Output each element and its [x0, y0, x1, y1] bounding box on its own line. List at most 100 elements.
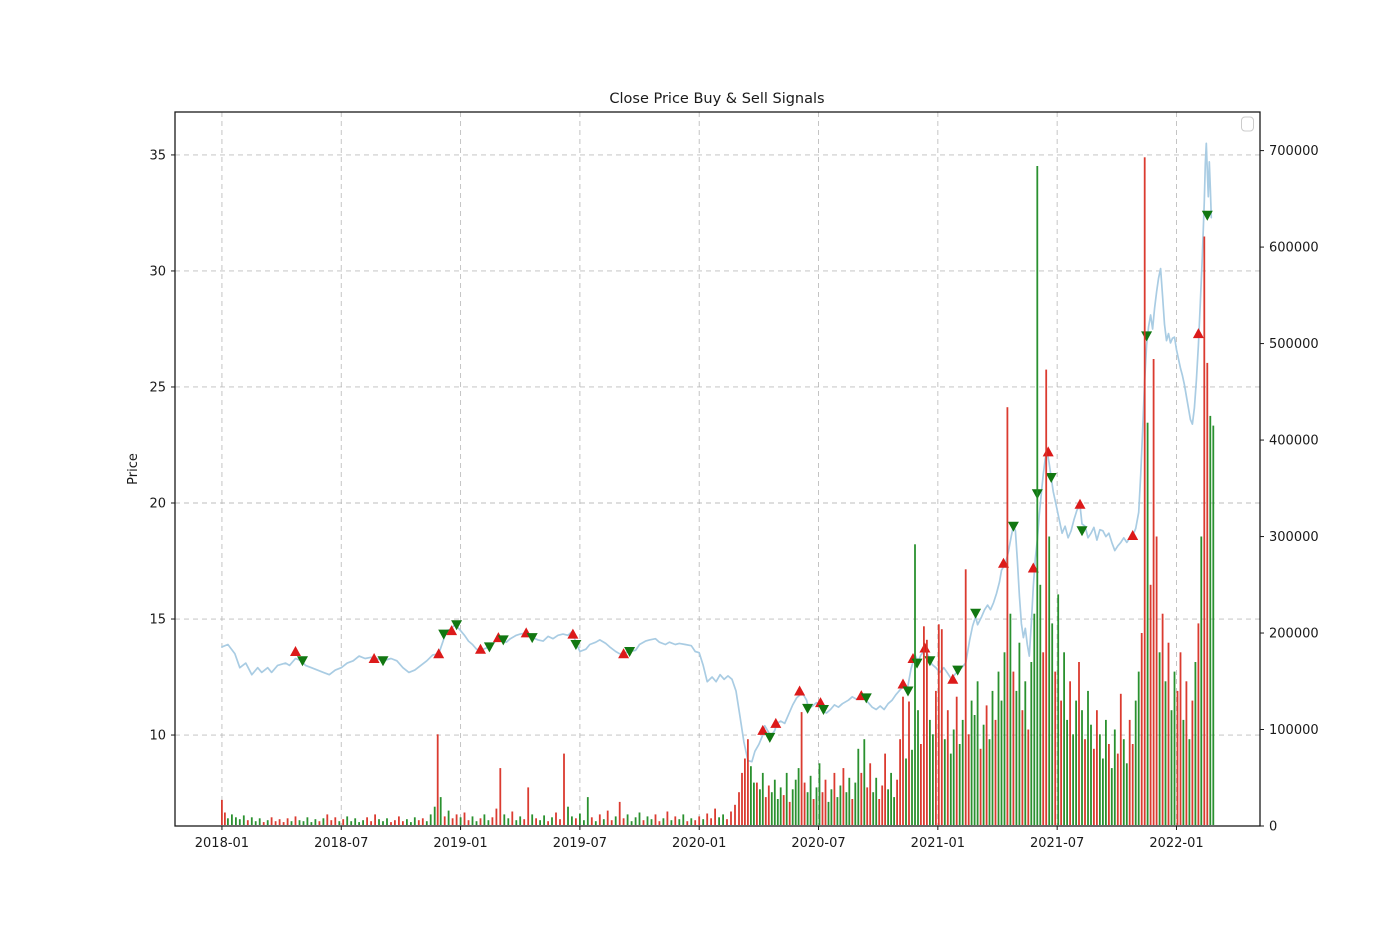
- volume-bar: [920, 744, 922, 825]
- sell-marker: [860, 693, 872, 704]
- volume-bar: [447, 810, 450, 825]
- volume-bar: [658, 821, 661, 825]
- volume-bar: [242, 815, 245, 825]
- volume-bar: [650, 819, 653, 825]
- volume-bar: [1134, 700, 1137, 825]
- sell-marker: [818, 705, 829, 715]
- volume-bar: [833, 772, 836, 825]
- volume-bar: [1194, 662, 1197, 825]
- volume-bar: [266, 820, 269, 825]
- volume-bar: [354, 818, 357, 825]
- volume-bar: [773, 779, 776, 825]
- volume-bar: [535, 818, 537, 825]
- buy-marker: [1027, 562, 1039, 573]
- volume-bar: [386, 818, 388, 825]
- volume-bar: [366, 817, 368, 825]
- volume-bar: [1197, 623, 1200, 825]
- volume-bar: [1027, 729, 1030, 825]
- volume-bar: [1119, 693, 1122, 825]
- volume-bar: [539, 820, 541, 825]
- x-axis-tick-labels: 2018-01 2018-07 2019-01 2019-07 2020-01 2020-…: [195, 836, 1204, 851]
- volume-bar: [744, 758, 746, 825]
- volume-bar: [231, 814, 233, 825]
- volume-bar: [914, 544, 916, 825]
- volume-bar: [567, 806, 569, 825]
- volume-bar: [706, 813, 709, 825]
- volume-bar: [1206, 362, 1209, 825]
- volume-bar: [884, 753, 886, 825]
- volume-bar: [1188, 739, 1191, 825]
- volume-bar: [1182, 719, 1185, 825]
- volume-bar: [890, 772, 892, 825]
- volume-bar: [610, 820, 613, 825]
- volume-bar: [1203, 236, 1206, 825]
- volume-bar: [1146, 422, 1149, 825]
- volume-bar: [718, 817, 720, 825]
- volume-bar: [398, 816, 400, 825]
- volume-bar: [821, 792, 824, 825]
- sell-marker: [377, 656, 389, 667]
- volume-bar: [767, 785, 770, 825]
- volume-bar: [551, 817, 553, 825]
- volume-bar: [527, 787, 530, 825]
- volume-bar: [991, 690, 994, 825]
- volume-bar: [1161, 613, 1164, 825]
- volume-bar: [614, 816, 617, 825]
- volume-bar: [788, 801, 791, 825]
- volume-bar: [1099, 734, 1101, 825]
- volume-bar: [988, 739, 991, 825]
- volume-bar: [262, 822, 265, 825]
- volume-bar: [238, 819, 241, 825]
- volume-bar: [827, 801, 830, 825]
- volume-bar: [563, 753, 565, 825]
- volume-bar: [964, 569, 967, 825]
- volume-bar: [483, 814, 486, 825]
- buy-marker: [1074, 498, 1086, 509]
- volume-bar: [967, 734, 970, 825]
- volume-bar: [575, 818, 577, 825]
- volume-bar: [1054, 671, 1057, 825]
- volume-bar: [402, 821, 404, 825]
- volume-bar: [1021, 710, 1024, 825]
- volume-bar: [970, 700, 973, 825]
- volume-bar: [734, 804, 736, 825]
- sell-marker: [451, 620, 463, 631]
- volume-bar: [334, 817, 337, 825]
- volume-bar: [670, 820, 673, 825]
- volume-bar: [258, 818, 261, 825]
- volume-bar: [439, 797, 442, 825]
- volume-bar: [1122, 739, 1125, 825]
- volume-bar: [1039, 584, 1042, 825]
- buy-marker: [757, 724, 769, 735]
- sell-marker: [1076, 526, 1088, 537]
- volume-bar: [830, 789, 833, 825]
- volume-bar: [425, 821, 428, 825]
- volume-bar: [314, 819, 317, 825]
- volume-bar: [761, 772, 764, 825]
- volume-bar: [1149, 584, 1152, 825]
- volume-bar: [374, 814, 376, 825]
- volume-bars: [221, 157, 1215, 826]
- sell-marker: [570, 640, 582, 650]
- volume-bar: [872, 792, 875, 825]
- volume-bar: [579, 813, 581, 825]
- volume-bar: [1212, 425, 1215, 825]
- volume-bar: [274, 821, 277, 825]
- volume-bar: [940, 629, 943, 825]
- volume-bar: [955, 696, 958, 825]
- volume-bar: [686, 821, 689, 825]
- volume-bar: [507, 818, 510, 825]
- volume-bar: [1179, 652, 1182, 825]
- volume-bar: [342, 819, 345, 825]
- volume-bar: [937, 624, 940, 825]
- date-tick-label: 2018-07: [314, 836, 368, 851]
- volume-bar: [935, 690, 937, 825]
- volume-bar: [278, 819, 281, 825]
- volume-bar: [1063, 652, 1065, 825]
- volume-bar: [764, 797, 767, 825]
- volume-bar: [776, 799, 779, 825]
- volume-bar: [1006, 407, 1009, 825]
- volume-bar: [638, 812, 641, 825]
- buy-marker: [290, 646, 301, 656]
- buy-marker: [998, 557, 1009, 568]
